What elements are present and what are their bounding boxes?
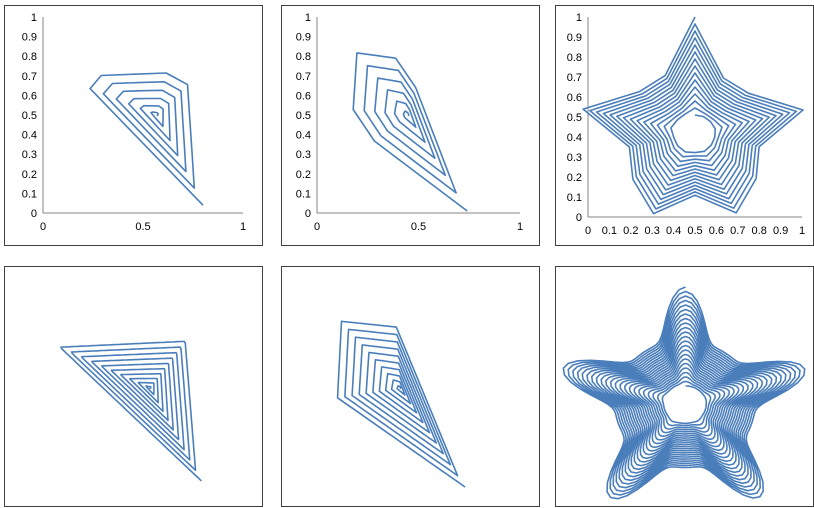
y-tick-label: 0.5 [567,112,582,124]
chart-bottom-right [555,266,814,507]
chart-bottom-left [4,266,263,507]
chart-top-middle: 0 0.5 1 0 0.1 0.2 0.3 0.4 0.5 0.6 0.7 0.8 0.9 1 [281,5,540,246]
x-tick-label: 0.5 [411,221,426,233]
x-tick-label: 0.4 [666,225,681,237]
y-tick-label: 0.6 [567,92,582,104]
x-tick-label: 0.5 [687,225,702,237]
y-tick-label: 0.8 [567,52,582,64]
y-tick-label: 0.8 [22,51,37,63]
y-tick-label: 0.5 [22,110,37,122]
chart-bottom-middle-svg [336,320,466,488]
y-tick-label: 1 [576,12,582,24]
chart-bottom-middle [281,266,540,507]
y-tick-label: 0 [576,212,582,224]
y-tick-label: 0.7 [22,71,37,83]
y-tick-label: 0.6 [22,90,37,102]
y-tick-label: 0.1 [22,188,37,200]
x-tick-label: 0 [40,221,46,233]
chart-top-left-svg: 0 0.5 1 0 0.1 0.2 0.3 0.4 0.5 0.6 0.7 0.8 0.9 1 [22,12,246,233]
x-tick-label: 0.2 [623,225,638,237]
series-line [336,320,466,488]
y-tick-label: 0.9 [22,32,37,44]
y-tick-label: 0.7 [296,71,311,83]
y-tick-label: 0 [305,208,311,220]
y-tick-label: 1 [305,12,311,24]
x-tick-label: 1 [240,221,246,233]
x-tick-label: 0 [314,221,320,233]
x-tick-label: 0.9 [773,225,788,237]
y-tick-label: 0.4 [567,132,582,144]
y-tick-label: 0.4 [296,130,311,142]
chart-top-left: 0 0.5 1 0 0.1 0.2 0.3 0.4 0.5 0.6 0.7 0.8 0.9 1 [4,5,263,246]
x-tick-label: 0.1 [602,225,617,237]
y-tick-label: 0.6 [296,90,311,102]
x-tick-label: 0.6 [709,225,724,237]
y-tick-label: 0.2 [567,172,582,184]
y-tick-label: 0.9 [567,32,582,44]
chart-top-middle-svg: 0 0.5 1 0 0.1 0.2 0.3 0.4 0.5 0.6 0.7 0.8 0.9 1 [296,12,523,233]
x-tick-label: 0 [585,225,591,237]
x-tick-label: 1 [799,225,805,237]
y-tick-label: 0.1 [567,192,582,204]
chart-top-right: 0 0.1 0.2 0.3 0.4 0.5 0.6 0.7 0.8 0.9 1 0 0.1 0.2 0.3 0… [555,5,814,246]
y-tick-label: 0.9 [296,32,311,44]
series-line [89,72,204,206]
y-tick-label: 0.3 [296,149,311,161]
y-tick-label: 0.4 [22,130,37,142]
y-tick-label: 0.8 [296,51,311,63]
series-line [582,16,804,215]
y-tick-label: 0.5 [296,110,311,122]
x-tick-label: 1 [517,221,523,233]
x-tick-label: 0.7 [730,225,745,237]
y-tick-label: 0 [31,208,37,220]
y-tick-label: 0.2 [296,169,311,181]
y-tick-label: 0.1 [296,188,311,200]
y-tick-label: 0.2 [22,169,37,181]
chart-top-right-svg: 0 0.1 0.2 0.3 0.4 0.5 0.6 0.7 0.8 0.9 1 0 0.1 0.2 0.3 0… [567,12,805,237]
chart-bottom-left-svg [60,340,202,482]
y-tick-label: 1 [31,12,37,24]
series-line [562,286,806,500]
x-tick-label: 0.3 [645,225,660,237]
y-tick-label: 0.3 [22,149,37,161]
y-tick-label: 0.3 [567,152,582,164]
series-line [352,52,468,212]
x-tick-label: 0.8 [752,225,767,237]
series-line [60,340,202,482]
x-tick-label: 0.5 [135,221,150,233]
chart-bottom-right-svg [562,286,806,500]
y-tick-label: 0.7 [567,72,582,84]
